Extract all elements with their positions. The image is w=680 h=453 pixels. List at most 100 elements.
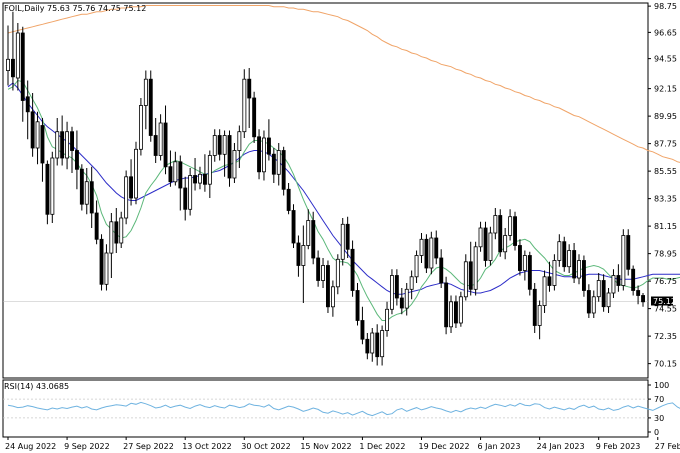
candle — [577, 254, 581, 285]
candle — [616, 264, 621, 292]
candle-body — [621, 235, 626, 286]
price-tick-label: 81.15 — [654, 222, 677, 231]
candle — [493, 208, 498, 240]
candle-body — [227, 135, 232, 179]
price-tick-label: 89.95 — [654, 112, 677, 121]
candle — [296, 235, 301, 277]
candle — [404, 283, 409, 316]
candle — [252, 91, 257, 143]
candle-body — [188, 175, 193, 210]
candle — [198, 166, 202, 190]
candle-body — [158, 122, 163, 156]
candle-body — [473, 246, 478, 290]
candle-body — [50, 157, 55, 215]
candle — [542, 270, 547, 313]
candle-body — [281, 150, 286, 190]
candle — [99, 234, 104, 291]
candle — [335, 254, 340, 295]
date-tick-label: 6 Jan 2023 — [478, 442, 521, 451]
date-tick-label: 13 Oct 2022 — [182, 442, 231, 451]
candle-body — [10, 58, 15, 78]
candle — [271, 148, 276, 183]
candle-body — [207, 155, 212, 185]
candle — [70, 126, 74, 173]
candle-body — [124, 176, 129, 219]
candle-body — [488, 232, 493, 261]
candle — [375, 324, 380, 366]
candle — [20, 26, 25, 122]
candle — [134, 141, 138, 205]
candle — [158, 114, 163, 161]
candle — [483, 221, 488, 267]
candle-body — [518, 245, 522, 271]
candle-body — [311, 220, 316, 259]
main-pane — [2, 2, 680, 379]
candle — [217, 129, 222, 161]
candle-body — [232, 150, 237, 179]
candle — [202, 154, 207, 192]
candle — [522, 250, 527, 281]
rsi-tick-label: 100 — [654, 381, 669, 390]
candle — [453, 295, 458, 328]
candle — [6, 25, 10, 86]
candle — [227, 130, 232, 187]
candle — [641, 293, 645, 307]
price-axis: 98.75 96.65 94.55 92.15 89.95 87.75 85.55 83.35… — [648, 2, 677, 369]
candle-body — [94, 212, 99, 240]
candle — [463, 254, 468, 301]
price-tick-label: 70.15 — [654, 360, 677, 369]
candle — [178, 155, 183, 211]
candle — [60, 115, 65, 166]
price-tick-label: 78.95 — [654, 250, 677, 259]
candle-body — [25, 96, 30, 113]
candle-body — [134, 148, 138, 199]
candle — [281, 146, 286, 196]
candle-body — [212, 135, 217, 156]
candle-body — [562, 241, 567, 268]
candle-body — [340, 223, 345, 260]
candle — [399, 288, 404, 315]
candle-body — [237, 131, 242, 151]
current-price-tag: 75.12 — [651, 296, 676, 306]
candle — [291, 204, 296, 248]
rsi-tick-label: 70 — [654, 395, 664, 404]
candle-body — [247, 78, 252, 99]
candle-body — [567, 250, 572, 268]
candle — [582, 255, 586, 297]
candle — [183, 176, 188, 221]
candle — [301, 225, 306, 303]
candle — [222, 130, 227, 177]
candle-body — [498, 215, 503, 253]
candle — [10, 11, 15, 91]
candle — [503, 228, 508, 260]
candle — [232, 143, 237, 183]
candle-body — [266, 137, 271, 155]
candle-body — [572, 250, 577, 279]
candle — [55, 118, 60, 166]
candle — [321, 258, 325, 288]
candle-body — [99, 238, 104, 285]
candle-body — [439, 257, 444, 284]
candle-body — [375, 332, 380, 358]
price-tick-label: 72.35 — [654, 332, 677, 341]
candle-body — [493, 215, 498, 234]
candle — [311, 211, 316, 265]
candle-body — [547, 276, 552, 286]
candle-body — [104, 252, 109, 285]
candle-body — [345, 223, 350, 250]
candle — [360, 306, 365, 345]
candle — [537, 300, 542, 340]
price-tick-label: 96.65 — [654, 28, 677, 37]
candle — [143, 70, 148, 130]
candle — [35, 111, 40, 165]
candle — [478, 221, 483, 252]
candle-body — [222, 135, 227, 155]
candle — [389, 269, 394, 315]
candle-body — [286, 188, 291, 211]
rsi-label: RSI(14) 43.0685 — [4, 382, 69, 391]
candle-body — [458, 296, 463, 324]
candle — [498, 209, 503, 257]
candle-body — [153, 135, 158, 156]
candle-body — [193, 175, 197, 184]
